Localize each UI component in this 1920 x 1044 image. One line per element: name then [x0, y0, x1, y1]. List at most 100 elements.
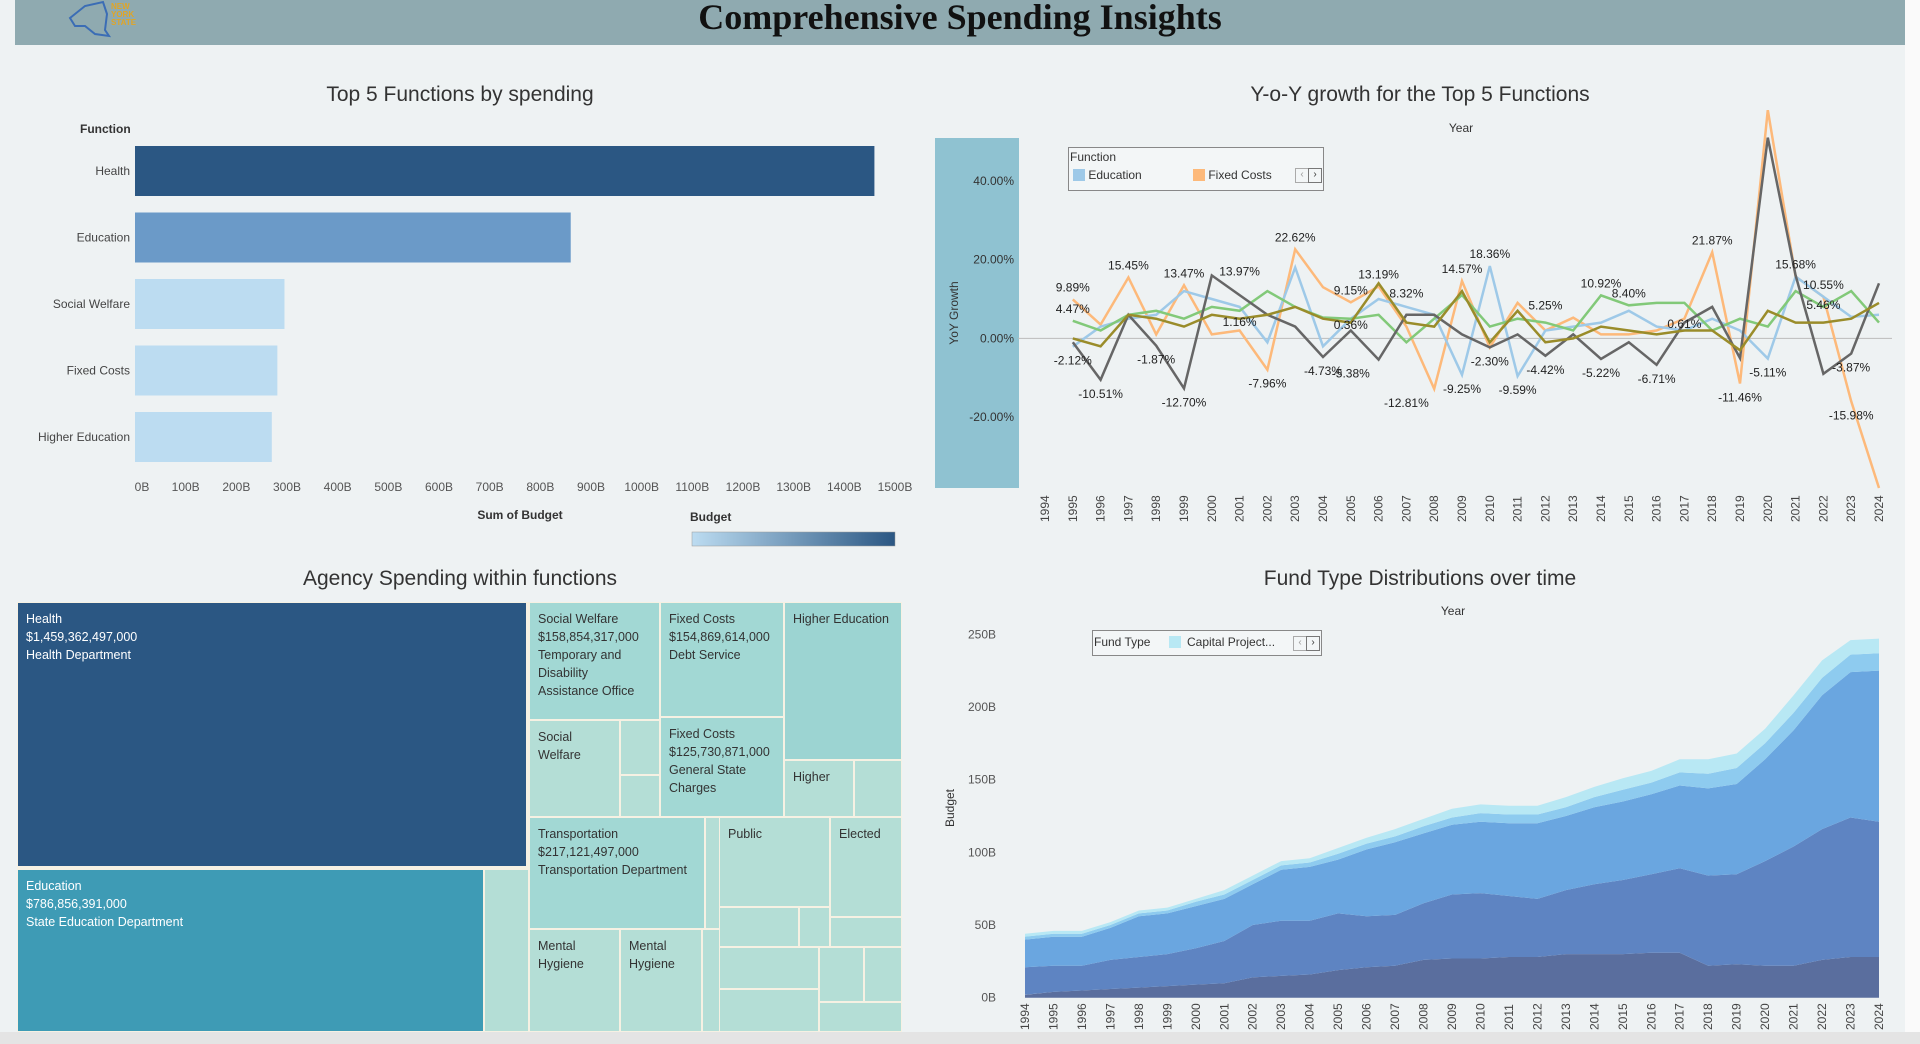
treemap-cell[interactable]: Fixed Costs $154,869,614,000 Debt Service — [660, 602, 784, 717]
treemap-cell[interactable]: Elected — [830, 817, 902, 917]
x-tick-label: 1100B — [675, 480, 709, 494]
x-tick-label: 2005 — [1344, 495, 1358, 522]
treemap-cell-text: Social — [538, 730, 573, 744]
treemap-cell[interactable]: Public — [719, 817, 830, 907]
x-axis-title: Sum of Budget — [477, 508, 562, 522]
vertical-scrollbar[interactable] — [1905, 0, 1920, 1032]
yoy-data-label: 9.15% — [1334, 283, 1368, 297]
x-tick-label: 800B — [526, 480, 554, 494]
yoy-data-label: -3.87% — [1832, 361, 1870, 375]
x-tick-label: 2011 — [1511, 496, 1525, 522]
x-tick-label: 2010 — [1483, 495, 1497, 522]
yoy-data-label: -10.51% — [1078, 387, 1123, 401]
yoy-data-label: 1.16% — [1223, 315, 1257, 329]
yoy-data-label: 21.87% — [1692, 233, 1733, 247]
treemap-cell[interactable] — [719, 989, 819, 1032]
treemap-cell[interactable] — [830, 917, 902, 947]
fund-legend-title: Fund Type — [1094, 635, 1151, 649]
treemap-cell[interactable]: Health $1,459,362,497,000 Health Departmen… — [17, 602, 527, 867]
y-tick-label: 40.00% — [973, 174, 1014, 188]
category-label: Fixed Costs — [67, 364, 130, 378]
y-axis-title: Budget — [943, 788, 957, 827]
yoy-data-label: -9.59% — [1499, 383, 1537, 397]
x-tick-label: 1996 — [1094, 495, 1108, 522]
treemap-cell[interactable] — [620, 775, 660, 817]
yoy-legend-item-fixed-costs[interactable]: Fixed Costs — [1193, 168, 1272, 182]
treemap-cell-text: $158,854,317,000 — [538, 630, 639, 644]
treemap-cell[interactable]: Mental Hygiene — [620, 929, 702, 1032]
yoy-data-label: -6.71% — [1638, 372, 1676, 386]
treemap-cell-text: $1,459,362,497,000 — [26, 630, 138, 644]
yoy-data-label: 14.57% — [1442, 262, 1483, 276]
yoy-title: Y-o-Y growth for the Top 5 Functions — [1250, 83, 1590, 106]
x-tick-label: 1999 — [1160, 1003, 1174, 1030]
treemap-cell[interactable] — [719, 907, 799, 947]
fund-area-chart: Year Budget 0B 50B 100B 150B 200B 250B 1994 1995 1… — [943, 604, 1886, 1030]
treemap-cell-text: Fixed Costs — [669, 612, 735, 626]
yoy-data-label: -11.46% — [1718, 390, 1762, 404]
treemap-cell[interactable] — [719, 947, 819, 989]
treemap-cell-text: Fixed Costs — [669, 727, 735, 741]
legend-label: Fixed Costs — [1208, 168, 1272, 182]
treemap-cell[interactable]: Higher Education — [784, 602, 902, 760]
yoy-data-label: 4.47% — [1056, 302, 1090, 316]
x-tick-label: 2019 — [1733, 495, 1747, 522]
treemap-cell[interactable] — [864, 947, 902, 1002]
yoy-data-label: -1.87% — [1137, 353, 1175, 367]
yoy-data-label: -12.81% — [1384, 396, 1429, 410]
fund-legend-item[interactable]: Capital Project... — [1187, 635, 1276, 649]
treemap-cell-text: Temporary and — [538, 648, 622, 662]
treemap-cell[interactable] — [854, 760, 902, 817]
x-tick-label: 1300B — [776, 480, 811, 494]
treemap-cell[interactable]: Higher — [784, 760, 854, 817]
horizontal-scrollbar[interactable] — [0, 1032, 1920, 1044]
x-tick-label: 600B — [425, 480, 453, 494]
yoy-data-label: 0.61% — [1667, 317, 1701, 331]
bar-education — [135, 212, 571, 263]
x-tick-label: 2006 — [1372, 495, 1386, 522]
x-tick-label: 500B — [374, 480, 402, 494]
x-tick-label: 400B — [324, 480, 352, 494]
treemap-cell[interactable]: Education $786,856,391,000 State Education… — [17, 869, 484, 1032]
treemap-cell-text: Higher — [793, 770, 830, 784]
treemap-cell[interactable] — [819, 1002, 902, 1032]
x-tick-label: 2014 — [1587, 1003, 1601, 1030]
legend-prev-icon[interactable]: ‹ — [1293, 636, 1307, 651]
treemap-cell-text: Disability — [538, 666, 589, 680]
legend-next-icon[interactable]: › — [1308, 168, 1322, 183]
treemap-cell[interactable] — [819, 947, 864, 1002]
dashboard-header: NEW YORK STATE Comprehensive Spending In… — [15, 0, 1905, 45]
yoy-data-label: -9.25% — [1443, 382, 1481, 396]
treemap-cell[interactable] — [620, 720, 660, 775]
treemap-cell[interactable]: Social Welfare $158,854,317,000 Temporary … — [529, 602, 660, 720]
x-tick-label: 1997 — [1103, 1003, 1117, 1030]
category-label: Social Welfare — [53, 297, 130, 311]
yoy-data-label: 5.46% — [1806, 298, 1840, 312]
treemap-cell[interactable] — [702, 929, 720, 1032]
x-tick-label: 2002 — [1246, 1003, 1260, 1030]
y-tick-label: 100B — [968, 845, 996, 859]
treemap-cell[interactable]: Fixed Costs $125,730,871,000 General State… — [660, 717, 784, 817]
legend-next-icon[interactable]: › — [1306, 636, 1320, 651]
treemap-cell[interactable] — [484, 869, 529, 1032]
treemap-cell[interactable]: Mental Hygiene — [529, 929, 620, 1032]
x-tick-label: 100B — [172, 480, 200, 494]
yoy-data-label: -2.30% — [1471, 354, 1509, 368]
category-label: Education — [77, 231, 130, 245]
x-tick-label: 1400B — [827, 480, 862, 494]
fund-area-series — [1025, 817, 1879, 995]
yoy-legend-item-education[interactable]: Education — [1073, 168, 1142, 182]
legend-prev-icon[interactable]: ‹ — [1295, 168, 1309, 183]
treemap-cell-text: Hygiene — [629, 957, 675, 971]
x-tick-label: 2015 — [1622, 495, 1636, 522]
y-tick-label: 150B — [968, 773, 996, 787]
treemap-cell[interactable] — [799, 907, 830, 947]
treemap-cell[interactable]: Social Welfare — [529, 720, 620, 817]
x-tick-label: 2000 — [1189, 1003, 1203, 1030]
x-tick-label: 2017 — [1677, 495, 1691, 522]
treemap-cell[interactable]: Transportation $217,121,497,000 Transporta… — [529, 817, 705, 929]
bar-higher-education — [135, 412, 272, 462]
x-tick-label: 2004 — [1303, 1003, 1317, 1030]
budget-legend-title: Budget — [690, 510, 731, 524]
yoy-data-label: -2.12% — [1054, 354, 1092, 368]
